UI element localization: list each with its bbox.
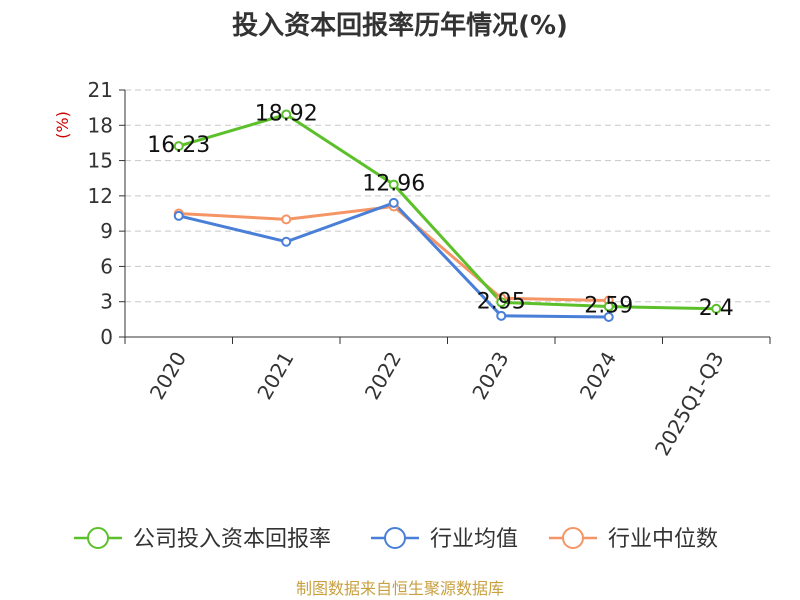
legend-label: 公司投入资本回报率: [133, 527, 331, 552]
data-point: [711, 303, 722, 314]
series-line-0: [178, 112, 717, 311]
legend-item-1[interactable]: 行业均值: [371, 527, 518, 552]
data-point: [496, 297, 507, 308]
y-tick-labels: 0 3 6 9 12 15 18 21: [88, 78, 113, 349]
x-tick-labels: 2020 2021 2022 2023 2024 2025Q1-Q3: [145, 348, 729, 460]
legend-label: 行业中位数: [608, 527, 718, 552]
legend-marker: [384, 527, 406, 549]
axes: [119, 89, 771, 344]
chart-title: 投入资本回报率历年情况(%): [232, 10, 568, 41]
data-point: [281, 236, 292, 247]
legend-marker: [87, 527, 109, 549]
data-point: [388, 179, 399, 190]
source-note: 制图数据来自恒生聚源数据库: [296, 579, 504, 598]
data-point: [281, 109, 292, 120]
x-tick-label: 2025Q1-Q3: [650, 348, 729, 460]
legend-item-0[interactable]: 公司投入资本回报率: [74, 527, 331, 552]
gridlines: [125, 89, 770, 303]
y-tick-label: 18: [88, 113, 113, 137]
y-tick-label: 0: [100, 325, 113, 349]
series-points: [173, 109, 722, 323]
series-line-2: [178, 204, 609, 303]
x-tick-label: 2023: [467, 348, 513, 404]
y-axis-unit: (%): [53, 111, 72, 139]
y-tick-label: 15: [88, 149, 113, 173]
y-tick-label: 3: [100, 290, 113, 314]
y-tick-label: 21: [88, 78, 113, 102]
data-point: [603, 312, 614, 323]
data-label: 18.92: [255, 101, 318, 126]
x-tick-label: 2020: [145, 348, 191, 404]
data-label: 2.4: [699, 296, 734, 321]
legend[interactable]: 公司投入资本回报率 行业均值 行业中位数: [74, 527, 718, 552]
y-tick-label: 12: [88, 184, 113, 208]
data-labels: 16.23 18.92 12.96 2.95 2.59 2.4: [147, 101, 733, 320]
legend-item-2[interactable]: 行业中位数: [549, 527, 718, 552]
data-label: 16.23: [147, 133, 210, 158]
data-point: [603, 301, 614, 312]
y-tick-label: 9: [100, 219, 113, 243]
x-tick-label: 2021: [252, 348, 298, 404]
data-label: 12.96: [362, 172, 425, 197]
data-point: [173, 210, 184, 221]
data-label: 2.95: [477, 289, 526, 314]
data-label: 2.59: [584, 294, 633, 319]
data-point: [496, 310, 507, 321]
data-point: [173, 141, 184, 152]
x-tick-label: 2024: [575, 348, 621, 404]
legend-marker: [562, 527, 584, 549]
data-point: [388, 197, 399, 208]
series-lines: [178, 112, 717, 319]
y-tick-label: 6: [100, 254, 113, 278]
data-point: [281, 214, 292, 225]
x-tick-label: 2022: [360, 348, 406, 404]
legend-label: 行业均值: [430, 527, 518, 552]
